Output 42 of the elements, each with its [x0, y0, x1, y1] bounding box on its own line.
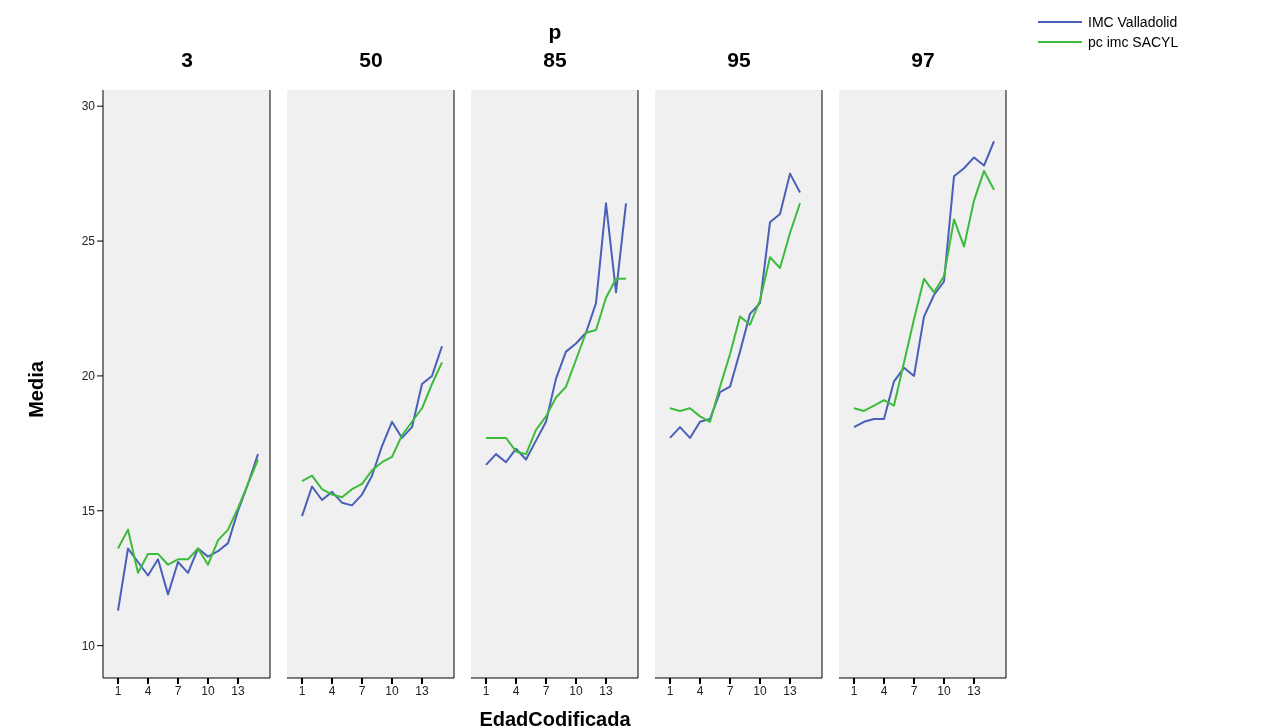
- y-tick-label: 20: [81, 369, 96, 384]
- x-tick-label: 10: [201, 683, 215, 698]
- x-tick-label: 1: [298, 683, 306, 698]
- x-tick-label: 4: [696, 683, 704, 698]
- x-tick-label: 13: [415, 683, 429, 698]
- chart-title: 97: [910, 48, 936, 72]
- x-tick-label: 13: [783, 683, 797, 698]
- x-tick-label: 13: [599, 683, 613, 698]
- x-tick-label: 4: [144, 683, 152, 698]
- legend-label: pc imc SACYL: [1088, 34, 1179, 50]
- x-tick-label: 1: [850, 683, 858, 698]
- y-tick-label: 10: [81, 638, 96, 653]
- x-tick-label: 1: [666, 683, 674, 698]
- text: p: [547, 20, 563, 44]
- line-series: [117, 458, 259, 574]
- line-series: [117, 453, 259, 612]
- legend-label: IMC Valladolid: [1088, 14, 1178, 30]
- x-tick-label: 7: [726, 683, 734, 698]
- x-tick-label: 10: [569, 683, 583, 698]
- chart-title: 85: [542, 48, 568, 72]
- x-tick-label: 7: [174, 683, 182, 698]
- y-axis-title: Media: [24, 360, 48, 420]
- chart-title: 3: [180, 48, 194, 72]
- y-tick-label: 30: [81, 99, 96, 114]
- x-tick-label: 10: [753, 683, 767, 698]
- x-tick-label: 10: [385, 683, 399, 698]
- x-tick-label: 13: [231, 683, 245, 698]
- x-tick-label: 13: [967, 683, 981, 698]
- x-tick-label: 4: [328, 683, 336, 698]
- chart-title: 95: [726, 48, 752, 72]
- chart-title: 50: [358, 48, 384, 72]
- x-tick-label: 7: [542, 683, 550, 698]
- x-tick-label: 7: [910, 683, 918, 698]
- x-tick-label: 4: [512, 683, 520, 698]
- x-tick-label: 4: [880, 683, 888, 698]
- x-tick-label: 1: [482, 683, 490, 698]
- y-tick-label: 25: [81, 234, 96, 249]
- x-tick-label: 7: [358, 683, 366, 698]
- x-axis-title: EdadCodificada: [478, 708, 632, 728]
- x-tick-label: 1: [114, 683, 122, 698]
- y-tick-label: 15: [81, 504, 96, 519]
- x-tick-label: 10: [937, 683, 951, 698]
